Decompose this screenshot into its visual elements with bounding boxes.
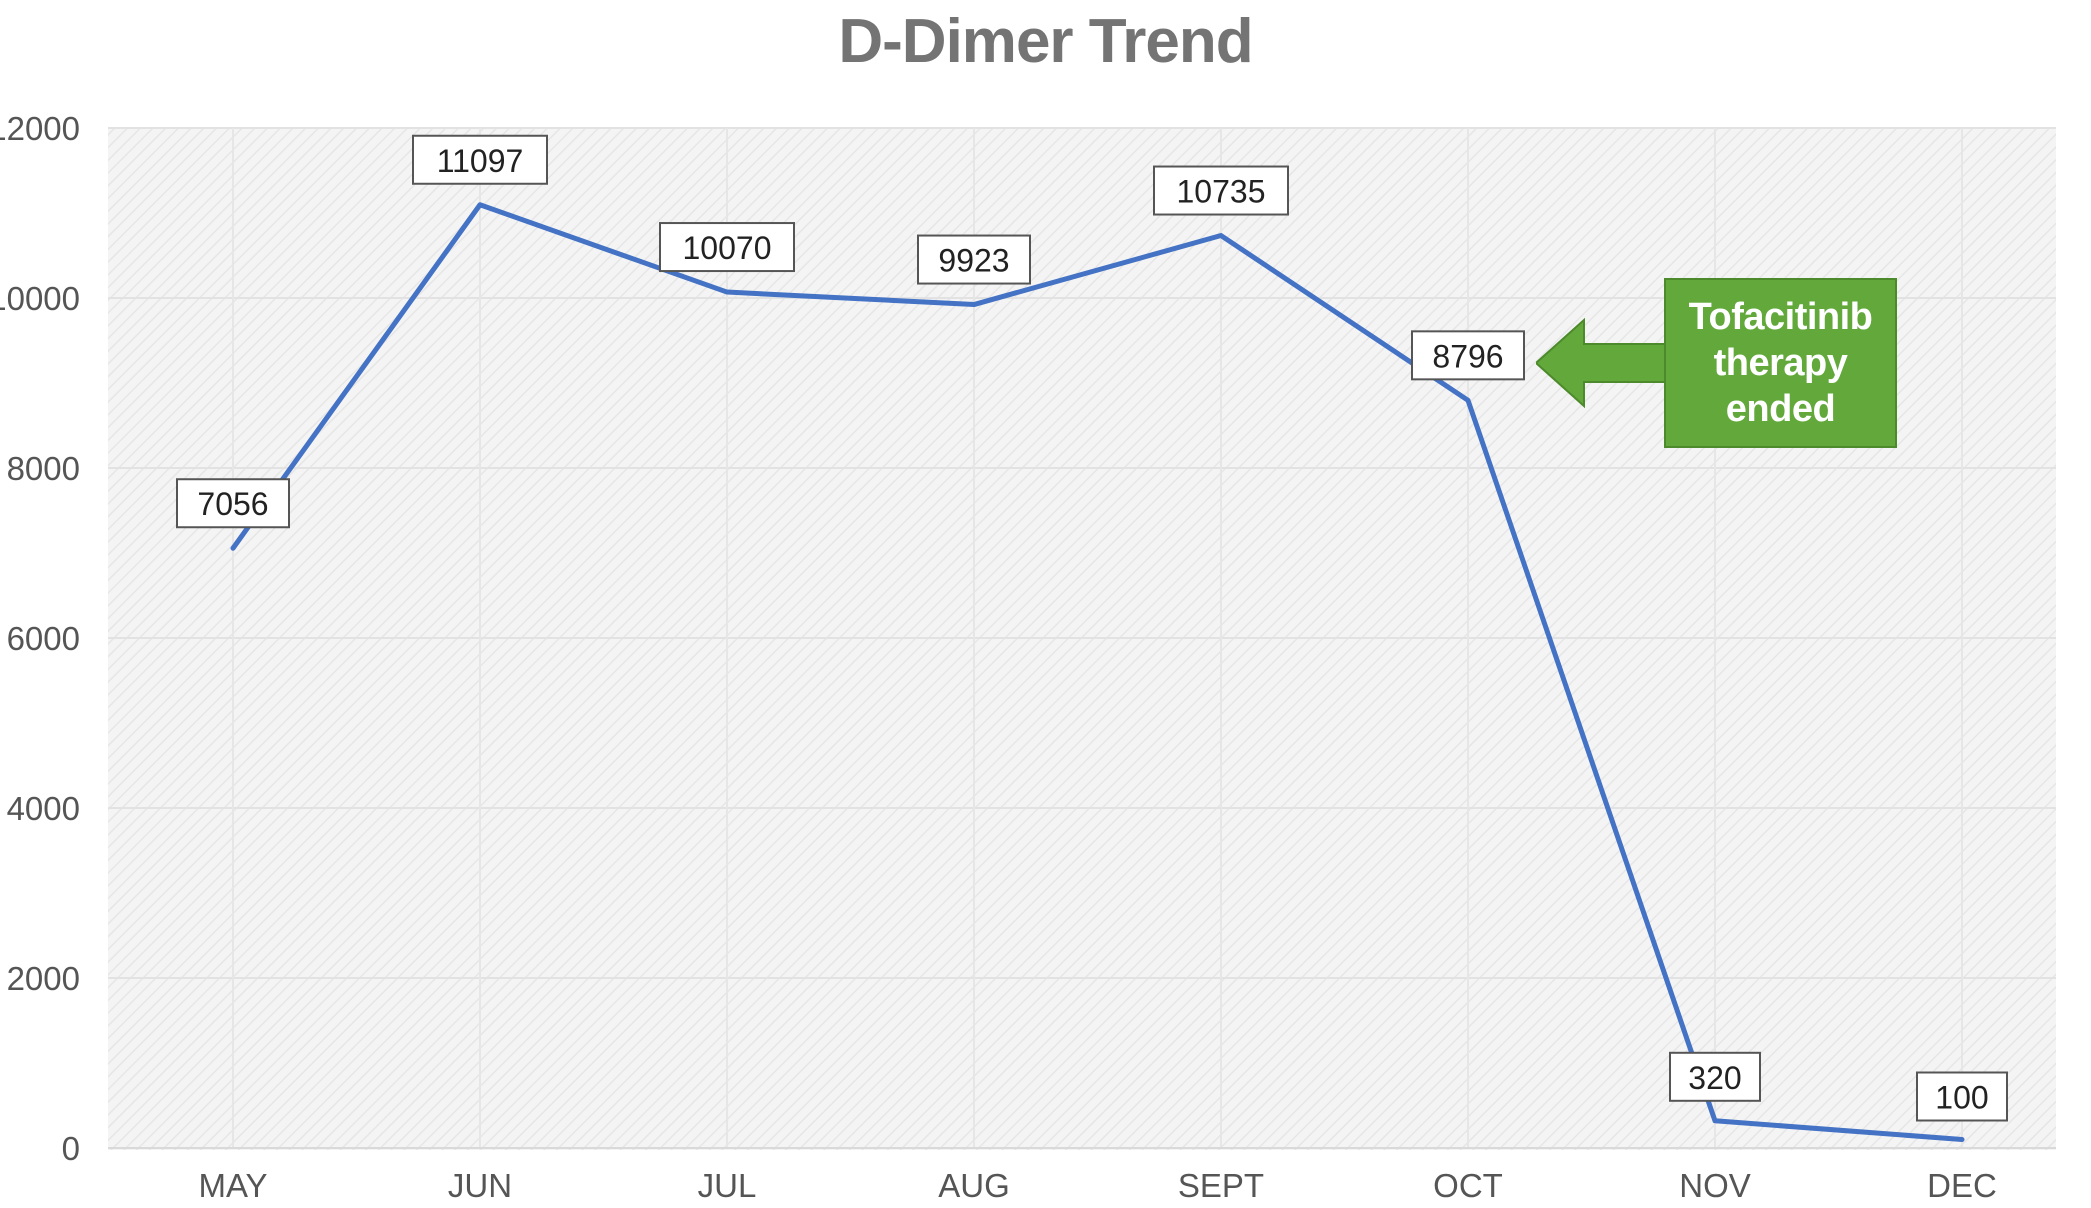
- x-tick-label: OCT: [1433, 1167, 1503, 1204]
- data-label-box: [659, 222, 795, 273]
- data-label: 11097: [412, 134, 548, 185]
- data-label-box: [1153, 165, 1289, 216]
- x-tick-label: SEPT: [1178, 1167, 1264, 1204]
- data-label: 10070: [659, 222, 795, 273]
- data-label-box: [917, 234, 1031, 285]
- data-label-text: 9923: [938, 243, 1009, 279]
- x-tick-label: JUN: [448, 1167, 512, 1204]
- d-dimer-series-line: [230, 202, 1965, 1142]
- data-label-text: 10070: [683, 230, 772, 266]
- data-label: 10735: [1153, 165, 1289, 216]
- x-tick-label: MAY: [198, 1167, 267, 1204]
- data-labels: 7056 11097 10070 9923 10735 8796 320 100: [176, 134, 2008, 1122]
- data-label-text: 11097: [437, 143, 524, 179]
- data-label: 8796: [1411, 330, 1525, 381]
- data-label-box: [176, 478, 290, 529]
- data-label: 7056: [176, 478, 290, 529]
- x-tick-label: AUG: [938, 1167, 1010, 1204]
- y-tick-label: 10000: [0, 280, 80, 317]
- x-tick-label: JUL: [698, 1167, 757, 1204]
- grid-lines: [108, 127, 2056, 1148]
- data-label-box: [412, 134, 548, 185]
- y-tick-label: 12000: [0, 110, 80, 147]
- x-tick-label: DEC: [1927, 1167, 1997, 1204]
- data-label-text: 100: [1935, 1080, 1988, 1116]
- data-label-text: 8796: [1432, 338, 1503, 374]
- callout-box: Tofacitinib therapy ended: [1664, 278, 1897, 448]
- data-label-text: 320: [1688, 1060, 1741, 1096]
- data-label-box: [1411, 330, 1525, 381]
- y-tick-label: 8000: [7, 450, 80, 487]
- data-label-box: [1916, 1071, 2008, 1122]
- y-tick-label: 2000: [7, 960, 80, 997]
- data-label: 100: [1916, 1071, 2008, 1122]
- chart-title: D-Dimer Trend: [838, 7, 1253, 76]
- x-tick-label: NOV: [1679, 1167, 1751, 1204]
- data-label-text: 7056: [197, 486, 268, 522]
- therapy-ended-callout: Tofacitinib therapy ended: [1536, 278, 1901, 453]
- data-label-text: 10735: [1177, 174, 1266, 210]
- data-label: 320: [1669, 1051, 1761, 1102]
- y-tick-label: 0: [62, 1130, 80, 1167]
- callout-text: Tofacitinib therapy ended: [1688, 296, 1873, 430]
- y-tick-label: 4000: [7, 790, 80, 827]
- data-label: 9923: [917, 234, 1031, 285]
- data-label-box: [1669, 1051, 1761, 1102]
- callout-arrow-icon: [1536, 317, 1669, 409]
- series-layer: [230, 202, 1965, 1142]
- y-tick-label: 6000: [7, 620, 80, 657]
- axes: 0 2000 4000 6000 8000 10000 12000 MAY JUN JUL AUG S…: [0, 110, 2056, 1204]
